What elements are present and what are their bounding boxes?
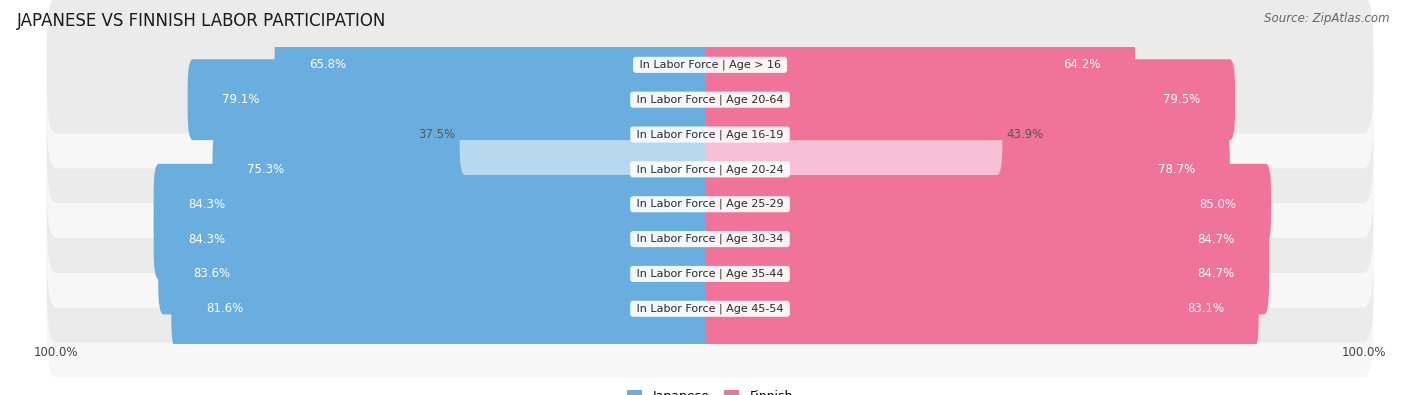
FancyBboxPatch shape — [46, 205, 1374, 342]
Text: 83.1%: 83.1% — [1187, 302, 1223, 315]
Text: 84.3%: 84.3% — [188, 198, 225, 211]
Text: JAPANESE VS FINNISH LABOR PARTICIPATION: JAPANESE VS FINNISH LABOR PARTICIPATION — [17, 12, 387, 30]
FancyBboxPatch shape — [460, 94, 716, 175]
FancyBboxPatch shape — [159, 233, 716, 314]
Text: In Labor Force | Age 16-19: In Labor Force | Age 16-19 — [633, 129, 787, 140]
Text: 79.5%: 79.5% — [1163, 93, 1201, 106]
Text: 84.3%: 84.3% — [188, 233, 225, 246]
Text: 83.6%: 83.6% — [193, 267, 231, 280]
Text: 64.2%: 64.2% — [1063, 58, 1101, 71]
FancyBboxPatch shape — [274, 24, 716, 105]
FancyBboxPatch shape — [704, 268, 1258, 349]
FancyBboxPatch shape — [46, 66, 1374, 203]
Text: 84.7%: 84.7% — [1197, 267, 1234, 280]
Text: In Labor Force | Age 25-29: In Labor Force | Age 25-29 — [633, 199, 787, 209]
FancyBboxPatch shape — [46, 0, 1374, 134]
Text: 79.1%: 79.1% — [222, 93, 260, 106]
FancyBboxPatch shape — [46, 240, 1374, 378]
FancyBboxPatch shape — [704, 233, 1270, 314]
Text: 81.6%: 81.6% — [205, 302, 243, 315]
FancyBboxPatch shape — [212, 129, 716, 210]
FancyBboxPatch shape — [46, 135, 1374, 273]
Text: 43.9%: 43.9% — [1007, 128, 1045, 141]
FancyBboxPatch shape — [153, 164, 716, 245]
FancyBboxPatch shape — [46, 101, 1374, 238]
Text: In Labor Force | Age 30-34: In Labor Force | Age 30-34 — [633, 234, 787, 245]
Text: 65.8%: 65.8% — [309, 58, 346, 71]
FancyBboxPatch shape — [46, 31, 1374, 168]
FancyBboxPatch shape — [704, 199, 1270, 280]
Text: In Labor Force | Age 20-24: In Labor Force | Age 20-24 — [633, 164, 787, 175]
Text: 37.5%: 37.5% — [418, 128, 456, 141]
FancyBboxPatch shape — [704, 59, 1234, 140]
Text: 75.3%: 75.3% — [247, 163, 284, 176]
Text: In Labor Force | Age 45-54: In Labor Force | Age 45-54 — [633, 303, 787, 314]
Text: Source: ZipAtlas.com: Source: ZipAtlas.com — [1264, 12, 1389, 25]
Text: 78.7%: 78.7% — [1159, 163, 1195, 176]
FancyBboxPatch shape — [153, 199, 716, 280]
FancyBboxPatch shape — [704, 129, 1230, 210]
FancyBboxPatch shape — [172, 268, 716, 349]
FancyBboxPatch shape — [187, 59, 716, 140]
FancyBboxPatch shape — [704, 24, 1135, 105]
Text: In Labor Force | Age 35-44: In Labor Force | Age 35-44 — [633, 269, 787, 279]
Text: In Labor Force | Age > 16: In Labor Force | Age > 16 — [636, 60, 785, 70]
Text: In Labor Force | Age 20-64: In Labor Force | Age 20-64 — [633, 94, 787, 105]
Text: 84.7%: 84.7% — [1197, 233, 1234, 246]
FancyBboxPatch shape — [704, 94, 1002, 175]
Text: 85.0%: 85.0% — [1199, 198, 1236, 211]
FancyBboxPatch shape — [704, 164, 1271, 245]
Legend: Japanese, Finnish: Japanese, Finnish — [627, 389, 793, 395]
FancyBboxPatch shape — [46, 170, 1374, 308]
